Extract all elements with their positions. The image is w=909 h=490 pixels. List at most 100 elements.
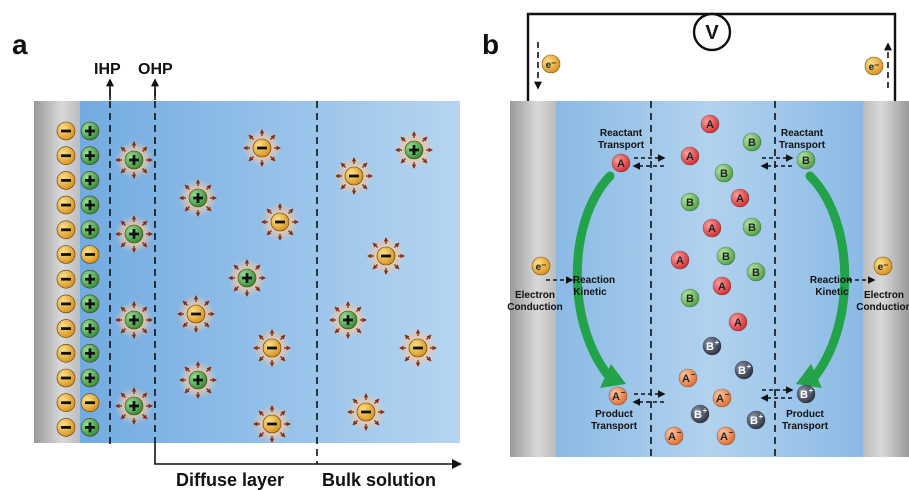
right-reaction-arrow bbox=[805, 171, 850, 385]
product-transport-left-line2: Transport bbox=[591, 421, 638, 432]
svg-text:−: − bbox=[725, 390, 730, 399]
panel-a: a IHP OHP Diffuse layer Bulk solution bbox=[12, 29, 462, 490]
solvated-anion bbox=[253, 329, 291, 367]
solvated-cation bbox=[115, 301, 153, 339]
electron-conduction-left-line1: Electron bbox=[515, 290, 555, 301]
species-B: B bbox=[746, 262, 766, 282]
electrode-charge bbox=[56, 171, 76, 190]
svg-text:+: + bbox=[747, 362, 752, 371]
adsorbed-cation bbox=[80, 343, 100, 363]
electrode-charge bbox=[56, 368, 76, 388]
species-Bplus: B + bbox=[746, 410, 766, 430]
adsorbed-cation bbox=[80, 220, 100, 240]
diffuse-layer-label: Diffuse layer bbox=[176, 470, 284, 490]
svg-text:e⁻: e⁻ bbox=[536, 262, 547, 273]
ion-core bbox=[124, 310, 144, 330]
electrode-charge bbox=[56, 418, 76, 437]
solvated-cation bbox=[115, 215, 153, 253]
species-B: B bbox=[742, 132, 762, 152]
electrode-charge bbox=[56, 269, 76, 289]
svg-text:e⁻: e⁻ bbox=[878, 262, 889, 273]
ion-core bbox=[186, 304, 206, 324]
adsorbed-ions bbox=[80, 121, 100, 437]
ihp-label: IHP bbox=[94, 61, 121, 78]
electrode-charge bbox=[56, 294, 76, 314]
species-B: B bbox=[714, 163, 734, 183]
electron-top-left: e⁻ bbox=[541, 54, 561, 74]
solvated-ions bbox=[115, 129, 437, 443]
product-a-minus-near-electrode: A − bbox=[608, 386, 628, 406]
electrode-charge bbox=[56, 343, 76, 363]
electrode-charges bbox=[56, 121, 76, 437]
solvated-anion bbox=[335, 157, 373, 195]
adsorbed-cation bbox=[80, 146, 100, 165]
ion-core bbox=[344, 166, 364, 186]
adsorbed-cation bbox=[80, 319, 100, 338]
svg-text:B: B bbox=[748, 137, 756, 149]
svg-text:B: B bbox=[802, 155, 810, 167]
ion-core bbox=[262, 414, 282, 434]
svg-text:−: − bbox=[691, 370, 696, 379]
ion-core bbox=[270, 212, 290, 232]
svg-text:A: A bbox=[617, 158, 625, 170]
svg-text:−: − bbox=[677, 428, 682, 437]
product-b-plus-near-electrode: B + bbox=[796, 384, 816, 404]
reactant-transport-left-line1: Reactant bbox=[600, 128, 643, 139]
electron-conduction-right-line1: Electron bbox=[864, 290, 904, 301]
electron-right-electrode: e⁻ bbox=[873, 256, 893, 276]
electrode-charge bbox=[56, 121, 76, 141]
voltmeter bbox=[692, 12, 732, 52]
reactant-transport-right-line1: Reactant bbox=[781, 128, 824, 139]
transport-arrows bbox=[546, 154, 876, 406]
svg-text:B: B bbox=[686, 197, 694, 209]
solvated-anion bbox=[261, 203, 299, 241]
ion-core bbox=[408, 338, 428, 358]
electrode-charge bbox=[56, 319, 76, 338]
svg-text:A: A bbox=[612, 391, 620, 403]
ion-core bbox=[376, 246, 396, 266]
species-A: A bbox=[702, 218, 722, 238]
solvated-cation bbox=[179, 179, 217, 217]
product-transport-right-line1: Product bbox=[786, 409, 824, 420]
solvated-cation bbox=[115, 141, 153, 179]
svg-text:B: B bbox=[752, 267, 760, 279]
solvated-anion bbox=[399, 329, 437, 367]
electrode-charge bbox=[56, 146, 76, 165]
svg-text:e⁻: e⁻ bbox=[546, 60, 557, 71]
adsorbed-cation bbox=[80, 195, 100, 215]
right-reaction-arrowhead bbox=[796, 364, 822, 388]
svg-text:e⁻: e⁻ bbox=[869, 62, 880, 73]
left-electrode bbox=[510, 101, 556, 457]
ion-core bbox=[262, 338, 282, 358]
svg-text:A: A bbox=[734, 317, 742, 329]
interface-species: A BA − B + bbox=[608, 150, 816, 406]
ohp-label: OHP bbox=[138, 61, 173, 78]
adsorbed-cation bbox=[80, 171, 100, 190]
ion-core bbox=[356, 402, 376, 422]
svg-text:B: B bbox=[722, 251, 730, 263]
ion-core bbox=[124, 396, 144, 416]
svg-text:+: + bbox=[715, 338, 720, 347]
reactant-transport-right-line2: Transport bbox=[779, 140, 826, 151]
layer-axis bbox=[154, 444, 452, 465]
panel-b-label: b bbox=[482, 29, 499, 60]
species-A: A bbox=[700, 114, 720, 134]
ion-core bbox=[338, 310, 358, 330]
solvated-cation bbox=[179, 361, 217, 399]
solvated-anion bbox=[253, 405, 291, 443]
reactant-b-near-electrode: B bbox=[796, 150, 816, 170]
svg-text:A: A bbox=[686, 151, 694, 163]
adsorbed-cation bbox=[80, 368, 100, 388]
species-A: A bbox=[670, 250, 690, 270]
svg-text:+: + bbox=[759, 412, 764, 421]
svg-text:A: A bbox=[708, 223, 716, 235]
panel-b: b V Reactant Transport bbox=[482, 12, 909, 457]
ion-core bbox=[188, 370, 208, 390]
svg-text:A: A bbox=[676, 255, 684, 267]
species-Bplus: B + bbox=[734, 360, 754, 380]
solvated-anion bbox=[347, 393, 385, 431]
svg-text:B: B bbox=[800, 389, 808, 401]
reaction-kinetic-right-line2: Kinetic bbox=[815, 287, 849, 298]
species-Aminus: A − bbox=[712, 388, 732, 408]
